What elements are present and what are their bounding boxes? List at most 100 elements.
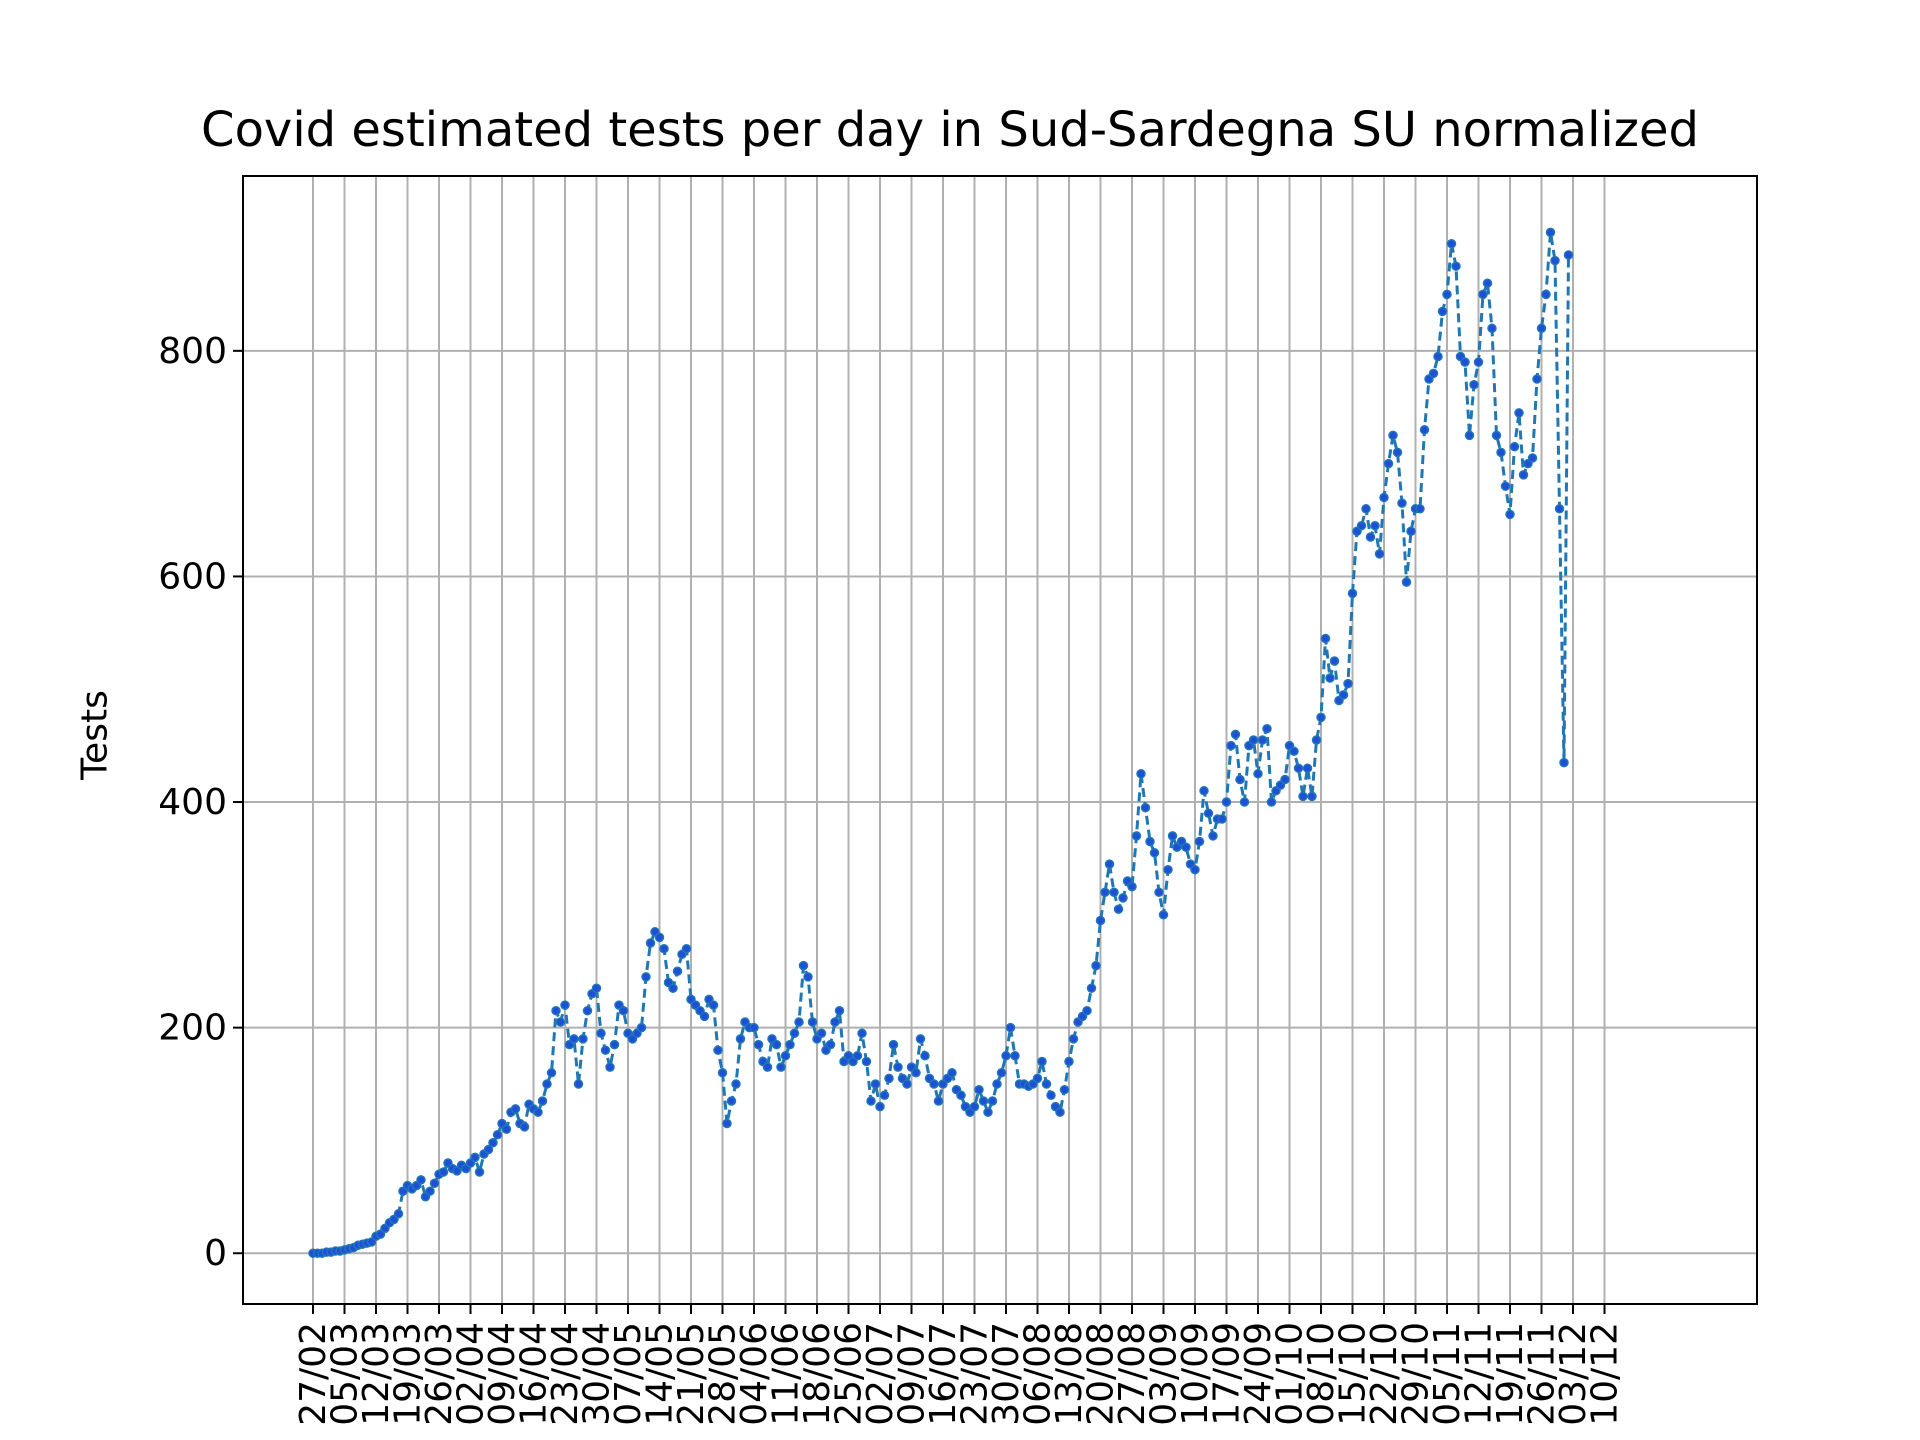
data-point [1460,357,1470,367]
data-point [1509,441,1520,452]
data-point [1235,774,1245,785]
data-point [857,1028,867,1039]
data-point [1199,786,1209,796]
data-points [308,227,1574,1258]
data-point [1388,430,1398,441]
data-point [569,1034,579,1044]
x-tick-label: 26/03 [419,1322,460,1426]
data-point [866,1096,876,1106]
data-point [1428,368,1439,379]
data-point [600,1045,611,1055]
data-point [1203,808,1214,819]
data-point [789,1028,800,1039]
data-point [533,1107,543,1117]
data-point [1248,735,1259,745]
x-tick-label: 27/08 [1112,1322,1153,1426]
x-tick-label: 16/07 [923,1322,964,1426]
data-point [1217,814,1227,824]
x-tick-label: 21/05 [671,1322,712,1426]
x-tick-label: 09/07 [892,1322,933,1426]
data-point [1100,887,1110,898]
data-point [483,1144,494,1155]
data-point [1379,492,1389,503]
data-point [1167,831,1178,841]
data-point [488,1137,498,1148]
data-point [1082,1005,1092,1016]
data-point [1478,289,1488,300]
data-point [681,943,692,954]
data-point [983,1107,993,1117]
data-point [1059,1084,1070,1095]
data-point [1527,453,1538,463]
data-point [636,1022,647,1033]
data-point [1190,864,1200,875]
x-tick-label: 05/11 [1427,1322,1468,1426]
x-tick-label: 09/04 [482,1322,523,1426]
data-point [1055,1107,1065,1117]
x-tick-label: 15/10 [1333,1322,1374,1426]
data-point [1289,746,1299,757]
data-point [609,1039,620,1050]
data-point [1536,323,1547,334]
data-point [425,1186,435,1196]
data-point [1518,470,1529,480]
data-point [654,932,665,943]
data-point [708,1000,719,1010]
x-tick-label: 27/02 [293,1322,334,1426]
data-point [992,1079,1002,1089]
y-tick-label: 400 [158,782,227,823]
data-point [591,983,602,993]
data-point [1226,740,1236,751]
data-point [1532,374,1542,384]
data-point [1343,678,1353,689]
data-point [1397,498,1407,508]
data-point [1041,1079,1052,1089]
data-point [501,1124,512,1134]
data-point [1338,690,1349,700]
data-point [1068,1034,1079,1044]
data-point [893,1062,903,1072]
data-point [1451,261,1461,271]
data-point [870,1079,881,1089]
data-point [393,1209,404,1219]
x-tick-label: 19/03 [388,1322,429,1426]
x-tick-label: 02/04 [451,1322,492,1426]
data-point [1253,769,1263,779]
data-point [1361,504,1371,514]
x-tick-label: 29/10 [1396,1322,1437,1426]
data-point [1046,1090,1056,1101]
data-point [1118,893,1128,903]
data-point [551,1005,561,1016]
x-tick-label: 18/06 [797,1322,838,1426]
data-point [1230,729,1241,740]
data-point [1293,763,1304,773]
data-point [879,1090,890,1101]
data-point [474,1167,485,1177]
data-point [1208,831,1218,841]
data-point [794,1017,804,1027]
x-tick-label: 10/09 [1175,1322,1216,1426]
x-tick-label: 22/10 [1364,1322,1405,1426]
data-point [1541,289,1551,300]
data-point [929,1079,939,1089]
x-tick-label: 30/07 [986,1322,1027,1426]
data-point [429,1178,440,1189]
plot-frame [242,175,1758,1305]
data-point [852,1051,863,1061]
data-point [1415,504,1425,514]
data-point [861,1056,872,1067]
data-point [1464,430,1475,441]
x-tick-label: 25/06 [829,1322,870,1426]
data-point [470,1152,480,1163]
x-tick-label: 12/11 [1459,1322,1500,1426]
x-tick-label: 14/05 [640,1322,681,1426]
data-point [582,1005,593,1016]
data-point [1158,910,1169,920]
data-point [915,1034,926,1044]
data-point [1127,881,1137,892]
data-point [1298,791,1308,802]
data-point [1545,227,1556,238]
data-point [1095,915,1106,926]
data-point [1401,577,1412,587]
